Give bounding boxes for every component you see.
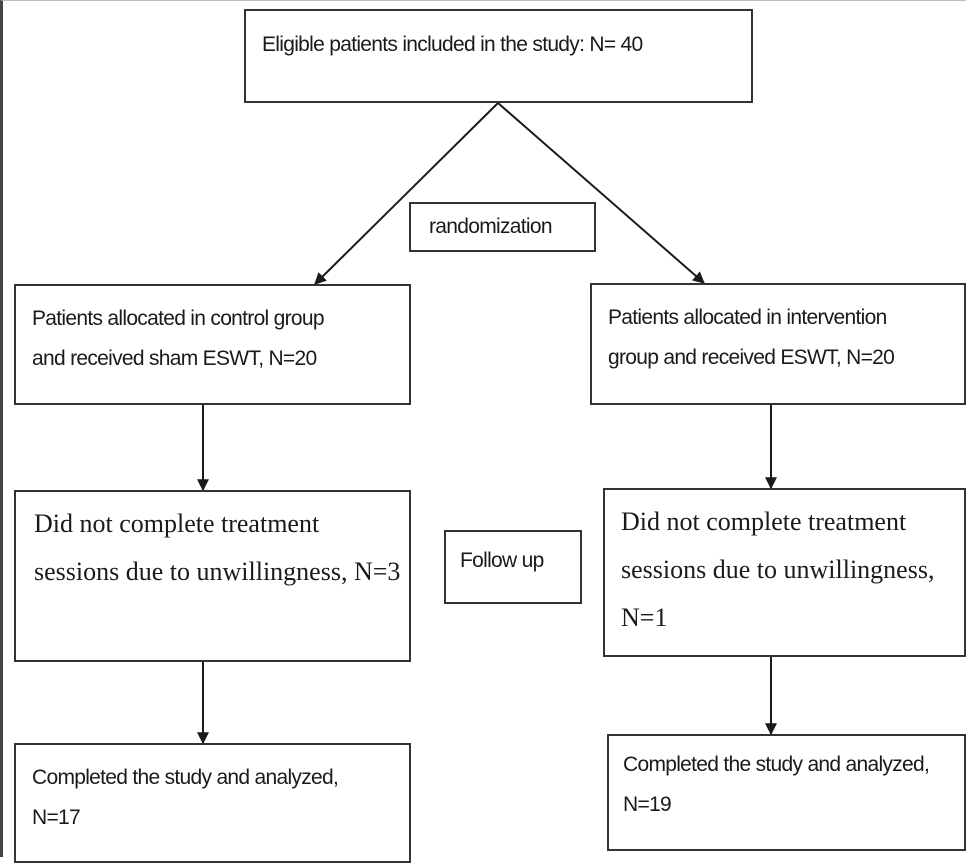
- intervention-dropout-line1: Did not complete treatment: [621, 507, 907, 536]
- intervention-group-box: Patients allocated in intervention group…: [590, 283, 966, 405]
- control-dropout-line1: Did not complete treatment: [34, 509, 320, 538]
- intervention-dropout-box: Did not complete treatment sessions due …: [603, 488, 966, 657]
- follow-up-label: Follow up: [460, 549, 544, 572]
- control-completed-line1: Completed the study and analyzed,: [32, 766, 339, 789]
- control-group-line2: and received sham ESWT, N=20: [32, 347, 317, 370]
- randomization-label: randomization: [429, 215, 553, 238]
- intervention-completed-line1: Completed the study and analyzed,: [623, 753, 930, 776]
- control-group-box: Patients allocated in control group and …: [14, 284, 411, 405]
- intervention-dropout-line3: N=1: [621, 603, 668, 632]
- intervention-dropout-line2: sessions due to unwillingness,: [621, 555, 935, 584]
- control-group-line1: Patients allocated in control group: [32, 307, 325, 330]
- arrow-eligible-to-control: [314, 102, 499, 285]
- intervention-completed-line2: N=19: [623, 793, 672, 816]
- control-completed-box: Completed the study and analyzed, N=17: [14, 743, 411, 863]
- intervention-completed-box: Completed the study and analyzed, N=19: [607, 734, 966, 851]
- eligible-patients-box: Eligible patients included in the study:…: [244, 9, 753, 103]
- follow-up-box: Follow up: [444, 530, 582, 604]
- intervention-group-line1: Patients allocated in intervention: [608, 306, 887, 329]
- eligible-patients-text: Eligible patients included in the study:…: [262, 33, 643, 56]
- arrow-eligible-to-intervention: [497, 102, 705, 284]
- intervention-group-line2: group and received ESWT, N=20: [608, 346, 895, 369]
- control-dropout-line2: sessions due to unwillingness, N=3: [34, 557, 401, 586]
- randomization-box: randomization: [409, 202, 596, 252]
- control-completed-line2: N=17: [32, 806, 81, 829]
- control-dropout-box: Did not complete treatment sessions due …: [14, 490, 411, 662]
